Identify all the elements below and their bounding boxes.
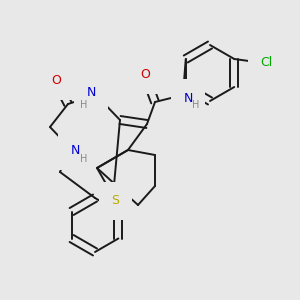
- Text: H: H: [80, 154, 88, 164]
- Text: S: S: [111, 194, 119, 208]
- Text: Cl: Cl: [260, 56, 272, 68]
- Text: N: N: [183, 92, 193, 104]
- Text: N: N: [86, 85, 96, 98]
- Text: O: O: [51, 74, 61, 88]
- Text: H: H: [192, 100, 200, 110]
- Text: N: N: [70, 145, 80, 158]
- Text: H: H: [80, 100, 88, 110]
- Text: O: O: [140, 68, 150, 82]
